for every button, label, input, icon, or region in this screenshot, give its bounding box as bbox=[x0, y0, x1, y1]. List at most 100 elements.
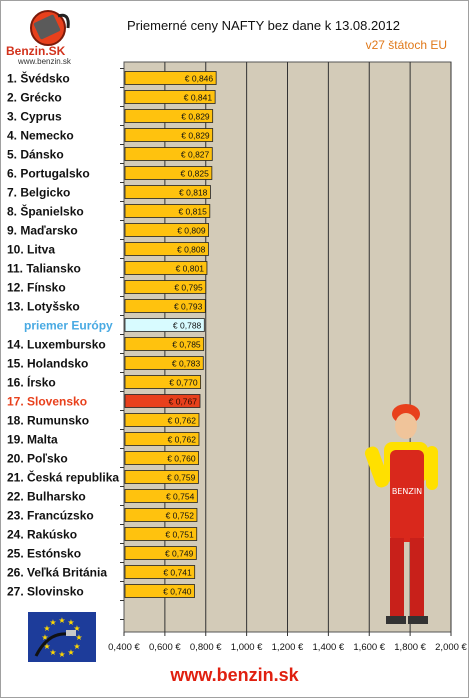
data-label: € 0,788 bbox=[173, 321, 202, 331]
svg-text:★: ★ bbox=[41, 633, 48, 642]
bar bbox=[124, 489, 198, 503]
svg-text:★: ★ bbox=[58, 616, 65, 625]
x-tick-label: 0,400 € bbox=[108, 642, 140, 653]
data-label: € 0,825 bbox=[180, 169, 209, 179]
category-label: 27. Slovinsko bbox=[7, 585, 84, 599]
svg-text:★: ★ bbox=[67, 648, 74, 657]
bar bbox=[124, 432, 200, 446]
category-label: 20. Poľsko bbox=[7, 452, 68, 466]
data-label: € 0,809 bbox=[177, 226, 206, 236]
data-label: € 0,762 bbox=[168, 416, 197, 426]
bar bbox=[124, 470, 199, 484]
category-label: 3. Cyprus bbox=[7, 110, 62, 124]
category-label: 23. Francúzsko bbox=[7, 509, 94, 523]
x-tick-label: 0,800 € bbox=[190, 642, 222, 653]
category-label: 21. Česká republika bbox=[7, 470, 119, 485]
category-label: 9. Maďarsko bbox=[7, 224, 78, 238]
data-label: € 0,818 bbox=[179, 188, 208, 198]
chart-subtitle: v27 štátoch EU bbox=[365, 38, 447, 52]
x-tick-label: 1,200 € bbox=[272, 642, 304, 653]
bar bbox=[124, 299, 206, 313]
data-label: € 0,767 bbox=[169, 397, 198, 407]
footer-url: www.benzin.sk bbox=[170, 665, 299, 685]
category-label: 26. Veľká Británia bbox=[7, 566, 107, 580]
svg-text:★: ★ bbox=[75, 633, 82, 642]
category-label: priemer Európy bbox=[24, 319, 113, 333]
bar bbox=[124, 451, 199, 465]
svg-text:★: ★ bbox=[67, 618, 74, 627]
data-label: € 0,783 bbox=[172, 359, 201, 369]
bar bbox=[124, 128, 214, 142]
svg-text:★: ★ bbox=[73, 642, 80, 651]
bar bbox=[124, 508, 198, 522]
x-tick-label: 1,600 € bbox=[353, 642, 385, 653]
data-label: € 0,829 bbox=[181, 112, 210, 122]
bar bbox=[124, 565, 196, 579]
data-label: € 0,754 bbox=[166, 492, 195, 502]
data-label: € 0,760 bbox=[167, 454, 196, 464]
data-label: € 0,801 bbox=[176, 264, 205, 274]
category-label: 16. Írsko bbox=[7, 375, 56, 390]
category-label: 6. Portugalsko bbox=[7, 167, 90, 181]
category-label: 5. Dánsko bbox=[7, 148, 64, 162]
bar bbox=[124, 318, 205, 332]
bar bbox=[124, 204, 211, 218]
category-label: 4. Nemecko bbox=[7, 129, 74, 143]
bar bbox=[124, 71, 217, 85]
logo-url: www.benzin.sk bbox=[18, 57, 71, 66]
data-label: € 0,770 bbox=[169, 378, 198, 388]
x-tick-label: 2,000 € bbox=[435, 642, 467, 653]
data-label: € 0,785 bbox=[172, 340, 201, 350]
data-label: € 0,808 bbox=[177, 245, 206, 255]
category-label: 19. Malta bbox=[7, 433, 58, 447]
category-label: 12. Fínsko bbox=[7, 281, 66, 295]
logo-text: Benzin.SK bbox=[6, 44, 66, 58]
category-label: 1. Švédsko bbox=[7, 71, 70, 86]
svg-text:★: ★ bbox=[43, 624, 50, 633]
category-label: 24. Rakúsko bbox=[7, 528, 77, 542]
eu-flag-icon: ★ ★★ ★★★ ★★★ ★★★ bbox=[28, 612, 96, 662]
bar bbox=[124, 394, 201, 408]
category-label: 22. Bulharsko bbox=[7, 490, 86, 504]
svg-text:BENZIN: BENZIN bbox=[392, 487, 422, 496]
bar bbox=[124, 261, 208, 275]
bar bbox=[124, 584, 195, 598]
bar bbox=[124, 185, 211, 199]
svg-text:★: ★ bbox=[49, 618, 56, 627]
x-tick-label: 1,000 € bbox=[231, 642, 263, 653]
bar bbox=[124, 223, 209, 237]
svg-text:★: ★ bbox=[58, 650, 65, 659]
bar bbox=[124, 166, 213, 180]
category-label: 14. Luxembursko bbox=[7, 338, 106, 352]
bar bbox=[124, 413, 200, 427]
bar bbox=[124, 356, 204, 370]
data-label: € 0,846 bbox=[185, 74, 214, 84]
data-label: € 0,793 bbox=[174, 302, 203, 312]
category-label: 8. Španielsko bbox=[7, 204, 84, 219]
bar bbox=[124, 527, 198, 541]
bar bbox=[124, 109, 214, 123]
bar bbox=[124, 280, 207, 294]
category-label: 2. Grécko bbox=[7, 91, 62, 105]
bar bbox=[124, 337, 205, 351]
data-label: € 0,741 bbox=[163, 568, 192, 578]
data-label: € 0,841 bbox=[184, 93, 213, 103]
data-label: € 0,759 bbox=[167, 473, 196, 483]
bar bbox=[124, 546, 197, 560]
chart-title: Priemerné ceny NAFTY bez dane k 13.08.20… bbox=[127, 18, 400, 33]
category-label: 17. Slovensko bbox=[7, 395, 87, 409]
category-label: 13. Lotyšsko bbox=[7, 300, 80, 314]
category-label: 7. Belgicko bbox=[7, 186, 70, 200]
bar bbox=[124, 90, 216, 104]
data-label: € 0,815 bbox=[178, 207, 207, 217]
data-label: € 0,751 bbox=[165, 530, 194, 540]
bar bbox=[124, 147, 213, 161]
category-label: 15. Holandsko bbox=[7, 357, 88, 371]
data-label: € 0,829 bbox=[181, 131, 210, 141]
data-label: € 0,752 bbox=[166, 511, 195, 521]
bar bbox=[124, 375, 202, 389]
data-label: € 0,795 bbox=[174, 283, 203, 293]
data-label: € 0,762 bbox=[168, 435, 197, 445]
x-tick-label: 0,600 € bbox=[149, 642, 181, 653]
